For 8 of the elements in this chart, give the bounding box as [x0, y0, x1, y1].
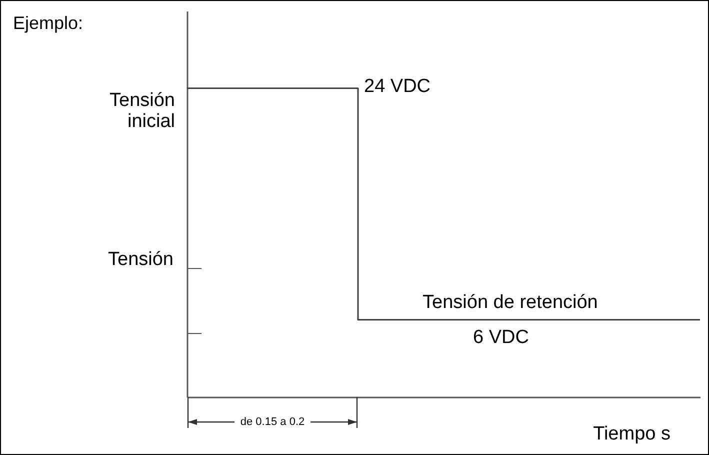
annotation: Tensión de retención: [422, 292, 598, 313]
text: Tensión inicial: [110, 90, 175, 132]
chart-title: Ejemplo:: [13, 13, 84, 33]
data-label: 24 VDC: [364, 76, 431, 98]
data-label: 6 VDC: [473, 326, 529, 348]
y-axis-title: Tensión: [108, 248, 174, 270]
x-axis-title: Tiempo s: [593, 424, 670, 444]
text: de 0.15 a 0.2: [240, 416, 305, 428]
